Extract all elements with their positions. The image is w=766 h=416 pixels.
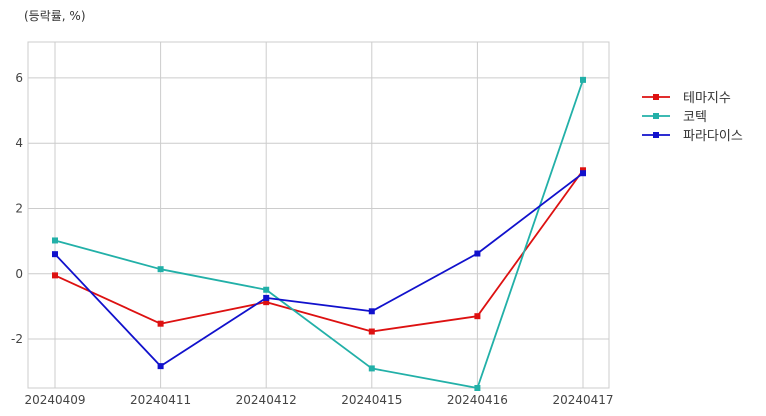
data-point bbox=[368, 365, 375, 372]
series bbox=[52, 167, 586, 335]
data-point bbox=[368, 328, 375, 335]
legend-label: 파라다이스 bbox=[683, 129, 743, 144]
data-point bbox=[580, 170, 586, 177]
series-layer bbox=[52, 76, 586, 391]
legend-label: 테마지수 bbox=[683, 91, 731, 106]
y-tick-label: 6 bbox=[15, 71, 23, 85]
data-point bbox=[580, 76, 586, 83]
legend-item: 테마지수 bbox=[642, 91, 731, 106]
legend-label: 코텍 bbox=[683, 110, 707, 125]
grid bbox=[28, 42, 609, 388]
data-point bbox=[474, 250, 481, 257]
data-point bbox=[52, 237, 58, 244]
data-point bbox=[52, 251, 58, 258]
series bbox=[52, 170, 586, 370]
plot-frame bbox=[27, 41, 610, 389]
data-point bbox=[157, 320, 164, 327]
data-point bbox=[474, 385, 481, 391]
x-tick-label: 20240417 bbox=[552, 393, 613, 407]
x-tick-label: 20240416 bbox=[447, 393, 508, 407]
legend-marker bbox=[653, 113, 659, 119]
data-point bbox=[368, 308, 375, 315]
data-point bbox=[263, 286, 270, 293]
y-tick-label: 0 bbox=[15, 267, 23, 281]
x-axis: 20240409 20240411 20240412 20240415 20240416… bbox=[24, 393, 613, 407]
data-point bbox=[157, 363, 164, 370]
y-axis: -2 0 2 4 6 bbox=[11, 71, 23, 346]
data-point bbox=[52, 272, 58, 279]
x-tick-label: 20240411 bbox=[130, 393, 191, 407]
y-tick-label: -2 bbox=[11, 332, 23, 346]
series-line bbox=[54, 172, 584, 368]
y-tick-label: 2 bbox=[15, 201, 23, 215]
legend-item: 코텍 bbox=[642, 110, 707, 125]
unit-label: (등락률, %) bbox=[24, 9, 86, 23]
legend-marker bbox=[653, 132, 659, 138]
series-line bbox=[54, 79, 584, 389]
data-point bbox=[263, 294, 270, 301]
data-point bbox=[263, 299, 270, 306]
legend-marker bbox=[653, 94, 659, 100]
series-line bbox=[54, 169, 584, 333]
x-tick-label: 20240412 bbox=[236, 393, 297, 407]
data-point bbox=[474, 313, 481, 320]
legend-item: 파라다이스 bbox=[642, 129, 743, 144]
x-tick-label: 20240409 bbox=[24, 393, 85, 407]
data-point bbox=[157, 266, 164, 273]
x-tick-label: 20240415 bbox=[341, 393, 402, 407]
series bbox=[52, 76, 586, 391]
y-tick-label: 4 bbox=[15, 136, 23, 150]
